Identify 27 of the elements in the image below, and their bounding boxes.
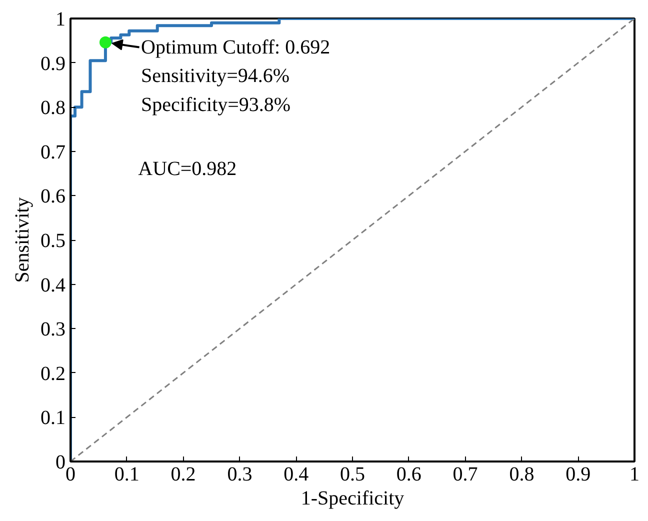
x-tick-label: 0.6	[396, 464, 422, 486]
x-tick-label: 0.8	[509, 464, 534, 486]
x-tick-label: 0.7	[452, 464, 478, 486]
x-tick-label: 0.5	[340, 464, 365, 486]
y-tick-label: 0.4	[40, 274, 66, 296]
y-tick-label: 0.8	[40, 97, 66, 120]
x-tick-label: 0.3	[227, 464, 252, 486]
x-tick-label: 0.1	[114, 464, 140, 486]
line-series	[70, 18, 634, 462]
y-axis-title: Sensitivity	[12, 197, 34, 283]
annotation: Specificity=93.8%	[141, 94, 291, 116]
y-tick-label: 0.5	[40, 230, 66, 252]
y-tick-label: 0.2	[40, 362, 66, 385]
annotation: Sensitivity=94.6%	[141, 65, 290, 88]
y-tick-label: 0.1	[40, 407, 66, 430]
y-tick-label: 0.7	[40, 141, 66, 164]
annotation: AUC=0.982	[138, 158, 237, 180]
x-axis-title: 1-Specificity	[300, 488, 404, 510]
y-tick-label: 0.6	[40, 186, 66, 208]
x-tick-label: 0.4	[284, 464, 309, 486]
y-tick-label: 0.3	[40, 318, 66, 341]
y-tick-label: 0.9	[40, 52, 66, 75]
x-tick-label: 0.9	[566, 464, 591, 486]
x-tick-label: 0.2	[170, 464, 196, 486]
annotation: Optimum Cutoff: 0.692	[141, 36, 330, 58]
y-tick-label: 1	[56, 8, 66, 30]
x-tick-label: 1	[630, 464, 640, 486]
